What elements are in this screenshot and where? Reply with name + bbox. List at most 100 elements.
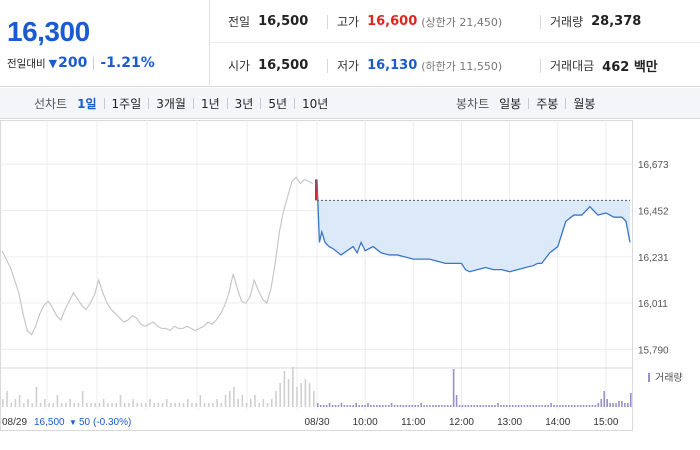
- volume-bar: [237, 399, 239, 407]
- volume-bar: [291, 367, 294, 407]
- volume-bar: [562, 405, 564, 407]
- volume-bar: [358, 405, 360, 407]
- volume-bar: [408, 405, 411, 407]
- volume-bar: [420, 403, 422, 407]
- volume-bar: [207, 403, 210, 407]
- volume-bar: [343, 405, 346, 407]
- previous-day-change: 50: [79, 417, 91, 428]
- volume-bar: [520, 405, 523, 407]
- volume-bar: [228, 391, 231, 407]
- y-tick-label: 16,452: [638, 206, 669, 217]
- volume-bar: [328, 403, 331, 407]
- volume-bar: [606, 399, 608, 407]
- volume-bar: [65, 403, 67, 407]
- tab-3y[interactable]: 3년: [220, 95, 254, 112]
- volume-bar: [191, 403, 193, 407]
- volume-bar: [346, 405, 349, 407]
- volume-bar: [402, 405, 405, 407]
- volume-bar: [393, 405, 396, 407]
- tab-5y[interactable]: 5년: [253, 95, 287, 112]
- volume-bar: [517, 405, 520, 407]
- tab-1d[interactable]: 1일: [77, 97, 97, 111]
- divider: [540, 15, 541, 29]
- tab-1y[interactable]: 1년: [186, 95, 220, 112]
- volume-bar: [414, 405, 417, 407]
- volume-bar: [337, 405, 340, 407]
- volume-bar: [503, 405, 505, 407]
- tab-1w[interactable]: 1주일: [97, 95, 142, 112]
- line-chart-tabs: 선차트 1일 1주일 3개월 1년 3년 5년 10년: [34, 88, 328, 119]
- chart-svg: 16,673 16,452 16,231 16,011 15,790 08/30 10:0…: [0, 120, 683, 431]
- stat-value: 16,500: [258, 14, 309, 29]
- volume-bar: [514, 405, 517, 407]
- volume-bar: [319, 405, 322, 407]
- upper-limit: (상한가 21,450): [421, 15, 503, 29]
- volume-bar: [48, 403, 50, 407]
- volume-bar: [224, 395, 227, 407]
- volume-bar: [441, 405, 443, 407]
- lower-limit: (하한가 11,550): [421, 59, 503, 73]
- chart-period-tabbar: 선차트 1일 1주일 3개월 1년 3년 5년 10년 봉차트 일봉 주봉 월봉: [0, 88, 700, 119]
- volume-bar: [556, 405, 558, 407]
- volume-bar: [535, 405, 538, 407]
- tab-monthly[interactable]: 월봉: [558, 95, 595, 112]
- volume-bar: [621, 401, 623, 407]
- volume-bar: [174, 403, 176, 407]
- volume-legend-swatch: [648, 373, 650, 382]
- volume-bar: [630, 393, 632, 407]
- previous-day-close: 16,500: [34, 417, 65, 428]
- volume-bar: [449, 405, 452, 407]
- volume-bar: [275, 391, 277, 407]
- today-series: [315, 179, 631, 273]
- volume-bar: [396, 405, 399, 407]
- divider: [540, 59, 541, 73]
- tab-weekly[interactable]: 주봉: [521, 95, 558, 112]
- line-chart-label: 선차트: [34, 97, 68, 111]
- volume-bar: [308, 383, 311, 407]
- x-tick-label: 12:00: [449, 417, 474, 428]
- tab-3m[interactable]: 3개월: [141, 95, 186, 112]
- volume-bar: [56, 395, 59, 407]
- volume-bar: [624, 403, 626, 407]
- price-box: 16,300 전일대비 ▼ 200 -1.21%: [0, 0, 210, 87]
- volume-bar: [144, 403, 147, 407]
- stat-row-1: 전일 16,500 고가 16,600 (상한가 21,450) 거래량 28,…: [211, 0, 700, 43]
- volume-legend: 거래량: [648, 372, 683, 384]
- previous-day-line: [1, 176, 314, 336]
- volume-bar: [597, 403, 600, 407]
- volume-bar: [60, 403, 63, 407]
- volume-bar: [161, 403, 164, 407]
- volume-bar: [313, 391, 315, 407]
- volume-bar: [325, 405, 328, 407]
- volume-bar: [570, 405, 573, 407]
- volume-bar: [458, 405, 461, 407]
- volume-bar: [500, 405, 502, 407]
- volume-bar: [438, 405, 440, 407]
- volume-bar: [384, 405, 387, 407]
- x-tick-label: 08/30: [304, 417, 329, 428]
- volume-bar: [443, 405, 446, 407]
- volume-bar: [287, 379, 290, 407]
- volume-bar: [488, 405, 490, 407]
- volume-bar: [553, 405, 555, 407]
- volume-bar: [390, 403, 393, 407]
- today-line-open: [316, 179, 321, 243]
- stat-grid: 전일 16,500 고가 16,600 (상한가 21,450) 거래량 28,…: [211, 0, 700, 87]
- volume-bar: [340, 403, 343, 407]
- volume-bar: [423, 405, 425, 407]
- volume-bar: [245, 403, 248, 407]
- volume-bar: [491, 405, 493, 407]
- stat-low: 저가 16,130 (하한가 11,550): [327, 44, 503, 87]
- volume-bar: [467, 405, 470, 407]
- volume-bar: [115, 403, 118, 407]
- volume-bar: [322, 405, 325, 407]
- volume-bar: [81, 391, 84, 407]
- volume-bar: [455, 395, 458, 407]
- stat-open: 시가 16,500: [228, 44, 308, 87]
- tab-daily[interactable]: 일봉: [499, 97, 522, 111]
- volume-bar: [591, 405, 594, 407]
- tab-10y[interactable]: 10년: [287, 95, 328, 112]
- stat-label: 전일: [228, 15, 251, 29]
- volume-bar: [170, 403, 172, 407]
- volume-bar: [123, 403, 126, 407]
